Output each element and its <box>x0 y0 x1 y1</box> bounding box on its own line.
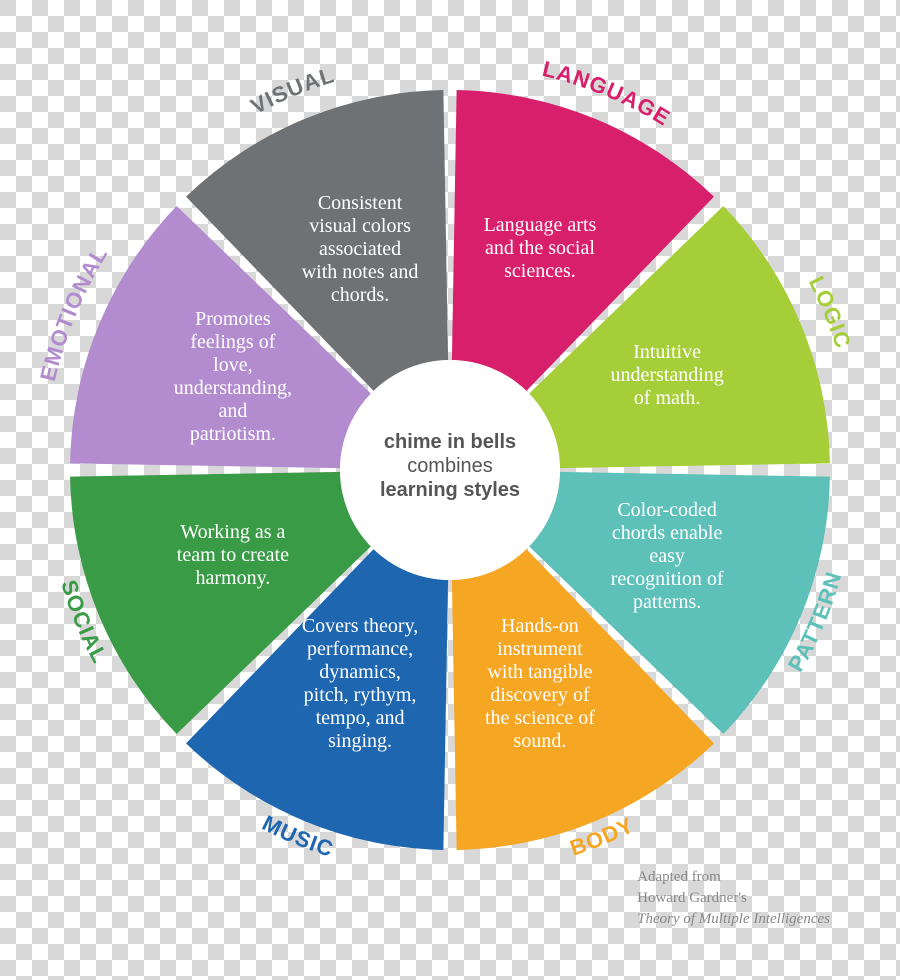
attribution: Adapted from Howard Gardner's Theory of … <box>637 867 830 930</box>
attribution-line: Adapted from <box>637 867 830 888</box>
pie-chart: Language artsand the socialsciences.LANG… <box>0 0 900 980</box>
attribution-line: Theory of Multiple Intelligences <box>637 909 830 930</box>
attribution-line: Howard Gardner's <box>637 888 830 909</box>
canvas: Language artsand the socialsciences.LANG… <box>0 0 900 980</box>
